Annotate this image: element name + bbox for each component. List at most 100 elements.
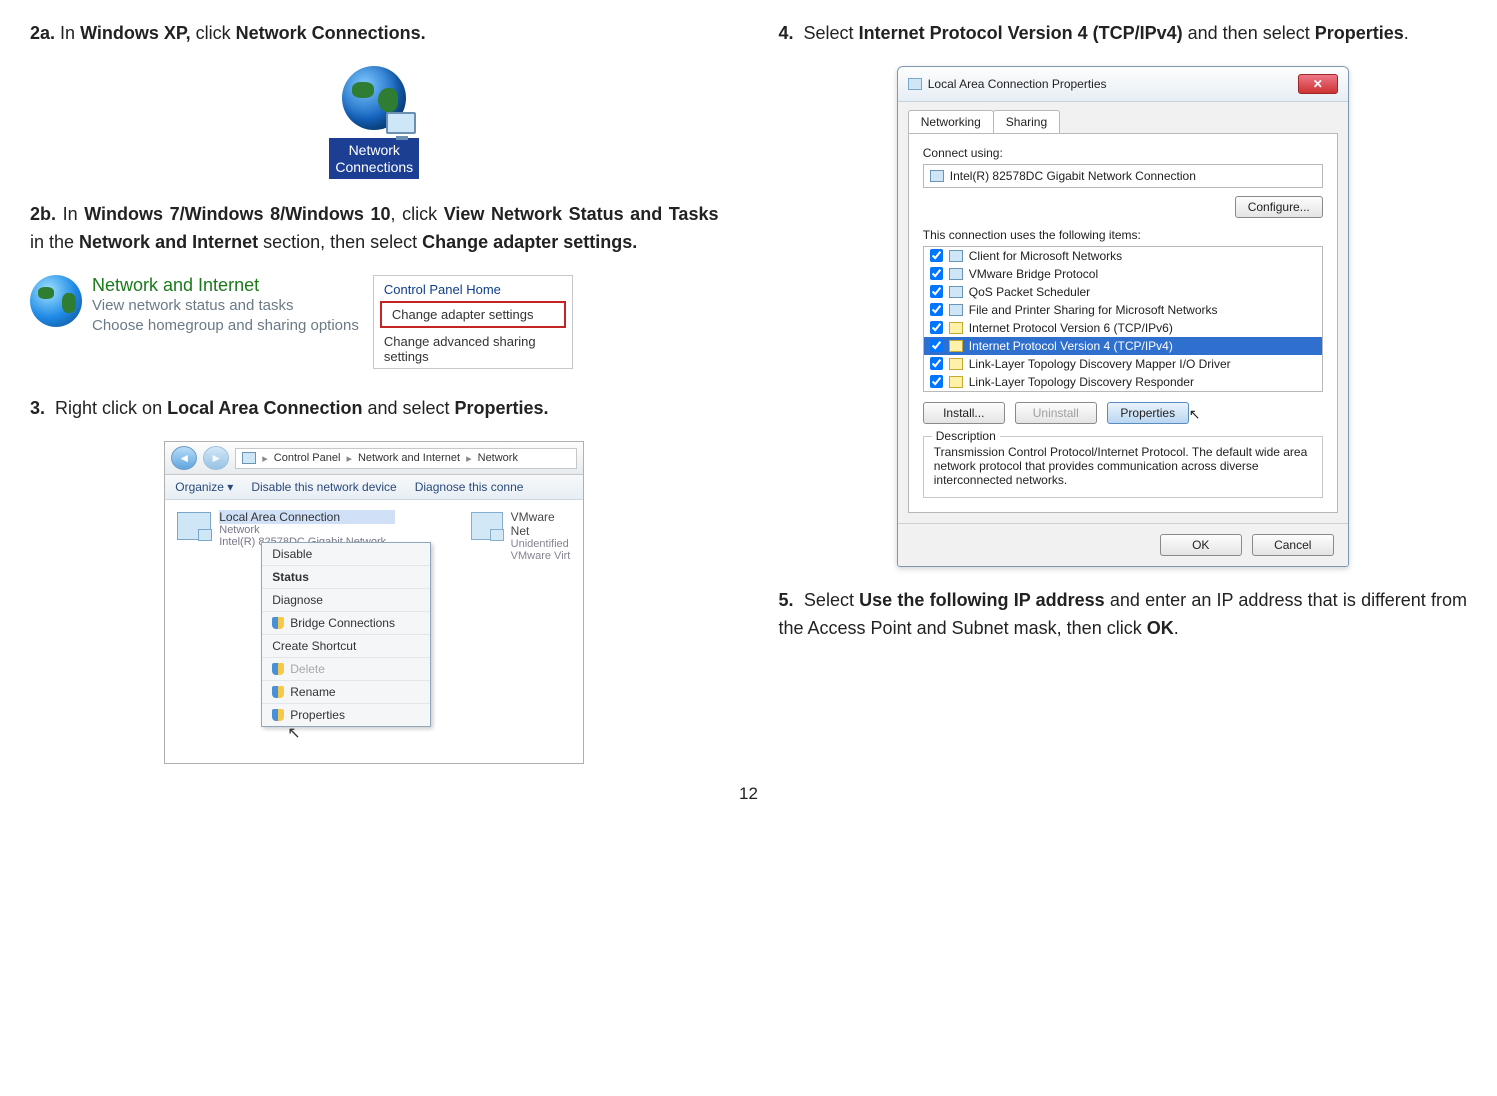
- tab-strip: Networking Sharing: [898, 102, 1348, 133]
- checkbox[interactable]: [930, 357, 943, 370]
- properties-button[interactable]: Properties: [1107, 402, 1189, 424]
- list-item[interactable]: Internet Protocol Version 6 (TCP/IPv6): [924, 319, 1322, 337]
- protocol-icon: [949, 340, 963, 352]
- crumb[interactable]: Network: [478, 452, 518, 464]
- explorer-window: ◄ ► ▸ Control Panel ▸ Network and Intern…: [164, 441, 584, 764]
- list-item[interactable]: QoS Packet Scheduler: [924, 283, 1322, 301]
- description-group: Description Transmission Control Protoco…: [923, 436, 1323, 498]
- dialog-title: Local Area Connection Properties: [928, 77, 1107, 91]
- menu-rename[interactable]: Rename: [262, 681, 430, 704]
- globe-icon: [342, 66, 406, 130]
- toolbar-disable[interactable]: Disable this network device: [251, 480, 396, 494]
- configure-button[interactable]: Configure...: [1235, 196, 1323, 218]
- xp-icon-figure: Network Connections: [30, 66, 719, 180]
- page-columns: 2a. In Windows XP, click Network Connect…: [30, 20, 1467, 764]
- conn-sub: Network: [219, 524, 395, 536]
- cursor-icon: ↖: [1189, 406, 1201, 428]
- checkbox[interactable]: [930, 267, 943, 280]
- ok-button[interactable]: OK: [1160, 534, 1242, 556]
- checkbox[interactable]: [930, 285, 943, 298]
- ni-text: Network and Internet View network status…: [92, 275, 359, 335]
- checkbox[interactable]: [930, 321, 943, 334]
- menu-delete: Delete: [262, 658, 430, 681]
- toolbar-diagnose[interactable]: Diagnose this conne: [415, 480, 524, 494]
- install-button[interactable]: Install...: [923, 402, 1005, 424]
- tab-networking[interactable]: Networking: [908, 110, 994, 133]
- item-buttons: Install... Uninstall Properties ↖: [923, 402, 1323, 424]
- menu-status[interactable]: Status: [262, 566, 430, 589]
- conn-text: VMware Net Unidentified VMware Virt: [511, 510, 572, 747]
- sidebar-header: Control Panel Home: [374, 276, 572, 299]
- crumb[interactable]: Control Panel: [274, 452, 341, 464]
- checkbox[interactable]: [930, 375, 943, 388]
- checkbox[interactable]: [930, 249, 943, 262]
- tab-sharing[interactable]: Sharing: [993, 110, 1060, 133]
- explorer-body: Local Area Connection Network Intel(R) 8…: [165, 500, 583, 763]
- conn-sub: VMware Virt: [511, 550, 572, 562]
- menu-disable[interactable]: Disable: [262, 543, 430, 566]
- list-item[interactable]: Client for Microsoft Networks: [924, 247, 1322, 265]
- service-icon: [949, 304, 963, 316]
- description-text: Transmission Control Protocol/Internet P…: [934, 445, 1312, 487]
- close-button[interactable]: ✕: [1298, 74, 1338, 94]
- bold: Network Connections.: [236, 23, 426, 43]
- crumb[interactable]: Network and Internet: [358, 452, 460, 464]
- protocol-icon: [949, 376, 963, 388]
- properties-dialog: Local Area Connection Properties ✕ Netwo…: [897, 66, 1349, 567]
- sidebar-link-adapter[interactable]: Change adapter settings: [380, 301, 566, 328]
- shield-icon: [272, 617, 284, 629]
- toolbar-organize[interactable]: Organize ▾: [175, 480, 233, 494]
- nic-icon: [471, 512, 502, 540]
- ni-sub1: View network status and tasks: [92, 296, 359, 316]
- menu-shortcut[interactable]: Create Shortcut: [262, 635, 430, 658]
- bold: Windows XP,: [80, 23, 191, 43]
- dialog-body: Connect using: Intel(R) 82578DC Gigabit …: [908, 133, 1338, 513]
- network-connections-icon: Network Connections: [329, 66, 419, 180]
- network-internet-figure: Network and Internet View network status…: [30, 275, 719, 369]
- menu-properties[interactable]: Properties: [262, 704, 430, 726]
- checkbox[interactable]: [930, 303, 943, 316]
- service-icon: [949, 268, 963, 280]
- cancel-button[interactable]: Cancel: [1252, 534, 1334, 556]
- list-item-selected[interactable]: Internet Protocol Version 4 (TCP/IPv4): [924, 337, 1322, 355]
- list-item[interactable]: Link-Layer Topology Discovery Responder: [924, 373, 1322, 391]
- step-3: 3. Right click on Local Area Connection …: [30, 395, 719, 423]
- monitor-icon: [386, 112, 416, 134]
- step-num: 2b.: [30, 204, 56, 224]
- sidebar-link-advanced[interactable]: Change advanced sharing settings: [374, 330, 572, 368]
- back-button[interactable]: ◄: [171, 446, 197, 470]
- step-5: 5. Select Use the following IP address a…: [779, 587, 1468, 643]
- description-label: Description: [932, 429, 1000, 443]
- connection-item[interactable]: VMware Net Unidentified VMware Virt: [471, 510, 571, 747]
- text: In: [60, 23, 80, 43]
- checkbox[interactable]: [930, 339, 943, 352]
- nic-icon: [177, 512, 211, 540]
- adapter-name: Intel(R) 82578DC Gigabit Network Connect…: [950, 169, 1196, 183]
- conn-title: VMware Net: [511, 510, 572, 538]
- step-4: 4. Select Internet Protocol Version 4 (T…: [779, 20, 1468, 48]
- forward-button[interactable]: ►: [203, 446, 229, 470]
- page-number: 12: [30, 784, 1467, 804]
- folder-icon: [242, 452, 256, 464]
- connections-area: Local Area Connection Network Intel(R) 8…: [177, 510, 431, 747]
- menu-bridge[interactable]: Bridge Connections: [262, 612, 430, 635]
- step-num: 4.: [779, 23, 794, 43]
- dialog-titlebar: Local Area Connection Properties ✕: [898, 67, 1348, 102]
- left-column: 2a. In Windows XP, click Network Connect…: [30, 20, 719, 764]
- step-2b: 2b. In Windows 7/Windows 8/Windows 10, c…: [30, 201, 719, 257]
- address-bar[interactable]: ▸ Control Panel ▸ Network and Internet ▸…: [235, 448, 577, 469]
- list-item[interactable]: VMware Bridge Protocol: [924, 265, 1322, 283]
- menu-diagnose[interactable]: Diagnose: [262, 589, 430, 612]
- client-icon: [949, 250, 963, 262]
- list-item[interactable]: Link-Layer Topology Discovery Mapper I/O…: [924, 355, 1322, 373]
- dialog-footer: OK Cancel: [898, 523, 1348, 566]
- step-num: 2a.: [30, 23, 55, 43]
- protocol-icon: [949, 358, 963, 370]
- ni-left: Network and Internet View network status…: [30, 275, 359, 335]
- uninstall-button: Uninstall: [1015, 402, 1097, 424]
- control-panel-sidebar: Control Panel Home Change adapter settin…: [373, 275, 573, 369]
- step-num: 3.: [30, 398, 45, 418]
- explorer-toolbar: Organize ▾ Disable this network device D…: [165, 475, 583, 500]
- connect-using-label: Connect using:: [923, 146, 1323, 160]
- list-item[interactable]: File and Printer Sharing for Microsoft N…: [924, 301, 1322, 319]
